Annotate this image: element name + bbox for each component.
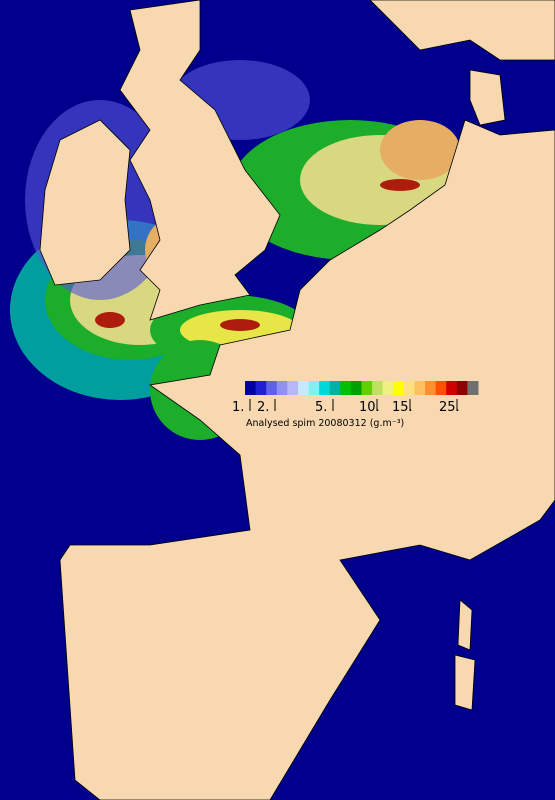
colorbar-swatch (340, 381, 352, 395)
colorbar-swatch (456, 381, 468, 395)
colorbar-swatch (329, 381, 341, 395)
colorbar-swatch (361, 381, 373, 395)
colorbar-swatch (266, 381, 278, 395)
colorbar-swatch (319, 381, 331, 395)
colorbar-swatch (382, 381, 394, 395)
colorbar-tick-label: 1. (232, 400, 244, 415)
land (39, 0, 555, 800)
colorbar-tick-label: 5. (315, 400, 327, 415)
colorbar-swatch (446, 381, 458, 395)
colorbar-swatch (287, 381, 299, 395)
colorbar-tick-label: 10. (359, 400, 380, 415)
colorbar-swatch (372, 381, 384, 395)
colorbar-swatch (308, 381, 320, 395)
colorbar-swatch (245, 381, 257, 395)
colorbar-swatch (414, 381, 426, 395)
colorbar-swatch (393, 381, 405, 395)
colorbar-swatch (297, 381, 310, 395)
colorbar-tick-label: 15. (392, 400, 413, 415)
colorbar-tick-label: 2. (257, 400, 269, 415)
colorbar-swatch (255, 381, 267, 395)
colorbar-tick-label: 25. (439, 400, 460, 415)
caption: Analysed spim 20080312 (g.m⁻³) (246, 418, 404, 429)
colorbar-swatch (467, 381, 479, 395)
colorbar-swatch (276, 381, 288, 395)
colorbar-swatch (350, 381, 362, 395)
colorbar-swatch (435, 381, 447, 395)
colorbar: 1. 2. 5. 10. 15. 25. (232, 381, 479, 415)
colorbar-swatch (403, 381, 415, 395)
colorbar-swatch (425, 381, 437, 395)
